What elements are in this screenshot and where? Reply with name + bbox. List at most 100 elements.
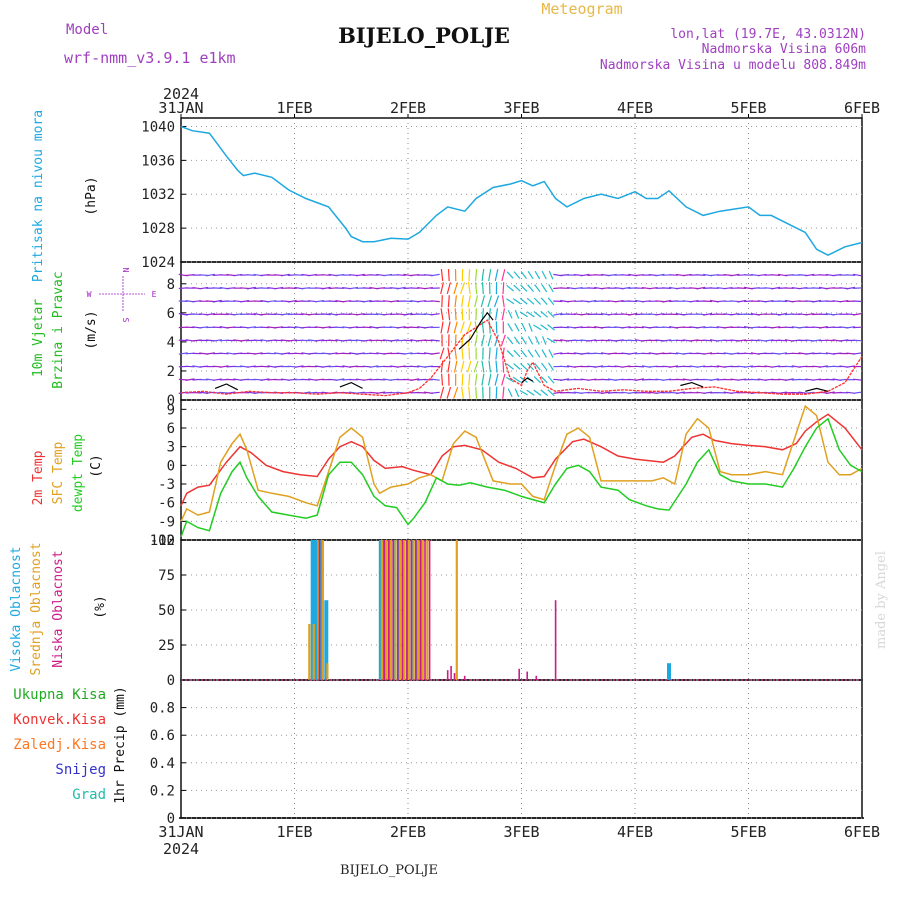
wind-arrow — [448, 295, 449, 307]
wind-arrow — [535, 285, 541, 292]
pressure-series-line — [181, 127, 862, 256]
wind-arrow — [548, 376, 554, 383]
wind-arrow — [462, 387, 464, 399]
y-tick-label: 0.4 — [150, 756, 175, 772]
wind-arrow — [431, 353, 440, 354]
wind-arrow — [528, 285, 534, 292]
bottom-day-label: 2FEB — [390, 823, 426, 841]
footer-station: BIJELO_POLJE — [340, 863, 438, 878]
cloud-mid-bar — [417, 540, 419, 680]
y-tick-label: 3 — [167, 440, 175, 456]
wind-arrow — [475, 335, 477, 347]
cloud-low-bar — [518, 669, 520, 680]
cloud-mid-bar — [426, 540, 428, 680]
wind-arrow — [431, 301, 440, 302]
cloud-low-bar — [447, 670, 449, 680]
wind-unit: (m/s) — [84, 310, 99, 349]
wind-arrow — [506, 299, 514, 304]
y-tick-labels: 1024102810321036104002468-12-9-6-3036902… — [141, 119, 186, 827]
bottom-day-label: 3FEB — [503, 823, 539, 841]
wind-arrow — [507, 337, 513, 344]
wind-arrow — [542, 284, 547, 292]
cloud-mid-bar — [404, 540, 406, 680]
pressure-title: Pritisak na nivou mora — [31, 110, 46, 282]
wind-arrow — [549, 271, 553, 279]
wind-arrow — [447, 387, 451, 399]
temp-2m-label: 2m Temp — [31, 450, 46, 505]
bottom-day-label: 5FEB — [730, 823, 766, 841]
pressure-unit: (hPa) — [84, 176, 99, 215]
y-tick-label: 0.8 — [150, 701, 175, 717]
wind-arrow — [469, 269, 470, 281]
wind-arrow — [496, 321, 497, 333]
y-tick-label: 1040 — [141, 119, 175, 135]
y-tick-label: 100 — [150, 533, 175, 549]
wind-arrow — [853, 353, 862, 354]
y-tick-label: 6 — [167, 306, 175, 322]
wind-arrow — [541, 325, 548, 330]
cloud-mid-bar — [385, 540, 387, 680]
cloud-low-bar — [392, 540, 394, 680]
credit-label: made by Angel — [874, 551, 889, 649]
y-tick-label: 1028 — [141, 221, 175, 237]
wind-arrow — [534, 325, 542, 330]
wind-arrow — [461, 322, 465, 334]
cloud-mid-bar — [456, 540, 458, 680]
wind-arrow — [475, 295, 478, 307]
meteogram-label: Meteogram — [541, 0, 622, 18]
wind-arrow — [522, 323, 526, 331]
cloud-low-bar — [411, 540, 413, 680]
wind-arrows — [179, 269, 862, 399]
cloud-mid-bar — [399, 540, 401, 680]
cloud-mid-bar — [413, 540, 415, 680]
y-tick-label: 0 — [167, 673, 175, 689]
wind-arrow — [469, 282, 471, 294]
bottom-day-label: 4FEB — [617, 823, 653, 841]
cloud-mid-bar — [408, 540, 410, 680]
cloud-low-bar — [397, 540, 399, 680]
precip-legend-frozen: Zaledj.Kisa — [13, 737, 106, 753]
wind-arrow — [853, 288, 862, 289]
wind-arrow — [502, 374, 505, 386]
wind-arrow — [515, 389, 519, 397]
wind-arrow — [534, 312, 541, 318]
cloud-high-bar — [667, 663, 671, 680]
cloud-mid-bar — [422, 540, 424, 680]
wind-arrow — [496, 348, 497, 360]
wind-arrow — [462, 295, 464, 307]
wind-arrow — [431, 392, 440, 393]
wind-arrow — [481, 295, 484, 307]
wind-arrow — [448, 308, 449, 320]
wind-arrow — [489, 269, 491, 281]
wind-arrow — [535, 350, 540, 358]
temp-sfc-label: SFC Temp — [51, 442, 66, 505]
cloud-mid-bar — [381, 540, 383, 680]
wind-arrow — [483, 282, 484, 294]
wind-arrow — [455, 348, 457, 360]
wind-arrow — [448, 361, 450, 373]
wind-gust-line — [340, 383, 363, 389]
wind-arrow — [495, 269, 498, 281]
wind-arrow — [548, 311, 554, 317]
compass-s: S — [121, 318, 130, 323]
wind-speed-line — [181, 320, 862, 396]
wind-arrow — [549, 363, 554, 371]
wind-arrow — [507, 350, 513, 356]
wind-arrow — [507, 272, 513, 279]
wind-arrow — [503, 295, 505, 307]
bottom-day-label: 1FEB — [276, 823, 312, 841]
wind-arrow — [502, 308, 504, 320]
wind-arrow — [521, 272, 526, 279]
precip-legend-conv: Konvek.Kisa — [13, 712, 106, 728]
wind-arrow — [482, 361, 484, 373]
wind-arrow — [508, 389, 512, 397]
wind-arrow — [549, 350, 553, 358]
wind-arrow — [534, 298, 540, 304]
wind-gust-line — [805, 388, 828, 391]
wind-arrow — [455, 295, 456, 307]
wind-arrow — [542, 363, 547, 370]
panel-frame-pressure — [181, 118, 862, 262]
wind-arrow — [853, 340, 862, 341]
wind-arrow — [514, 272, 520, 279]
